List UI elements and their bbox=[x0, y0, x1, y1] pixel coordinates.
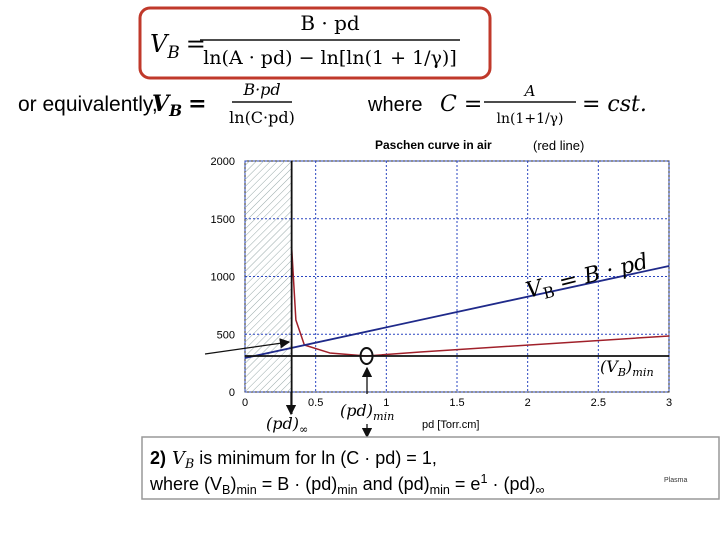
sym: B bbox=[184, 456, 194, 471]
sym: V bbox=[150, 30, 170, 58]
sym: 2) bbox=[150, 448, 166, 468]
x-tick-label: 2 bbox=[525, 397, 531, 409]
denominator: ln(C·pd) bbox=[229, 108, 295, 127]
sym: ) bbox=[625, 357, 632, 376]
sym: ∞ bbox=[299, 423, 308, 436]
y-tick-label: 2000 bbox=[211, 156, 235, 168]
sym: · (pd) bbox=[487, 474, 535, 494]
vb-min-annotation: (VB)min bbox=[600, 357, 654, 379]
where: where bbox=[367, 94, 422, 116]
sym: B bbox=[166, 42, 179, 62]
sym: min bbox=[236, 483, 256, 497]
sym: (pd) bbox=[340, 401, 373, 420]
pd-inf-annotation: (pd)∞ bbox=[266, 414, 308, 436]
plot: 0 500 1000 1500 2000 0 0.5 1 1.5 2 2.5 3 bbox=[211, 156, 672, 414]
chart-title: Paschen curve in air bbox=[375, 138, 492, 152]
footer: Plasma bbox=[664, 477, 687, 484]
sym: where (V bbox=[149, 474, 222, 494]
c-rhs: = cst. bbox=[582, 92, 647, 117]
sym: B bbox=[168, 102, 182, 120]
sym: 1 bbox=[480, 472, 487, 486]
formula-lhs: VB = bbox=[152, 91, 207, 120]
arrows bbox=[204, 338, 373, 439]
x-tick-label: 2.5 bbox=[591, 397, 606, 409]
sym: min bbox=[632, 366, 653, 379]
sym: = bbox=[188, 91, 206, 117]
conclusion-line: 2) VB is minimum for ln (C · pd) = 1, bbox=[150, 448, 437, 471]
series-line bbox=[290, 247, 670, 357]
numerator: B·pd bbox=[242, 80, 280, 99]
pd-min-annotation: (pd)min bbox=[340, 401, 394, 423]
sym: = bbox=[186, 30, 206, 58]
y-tick-label: 1000 bbox=[211, 272, 235, 284]
sym: B bbox=[222, 483, 230, 497]
series-line bbox=[244, 265, 670, 359]
sym: B bbox=[617, 366, 626, 379]
lead: or equivalently, bbox=[18, 93, 158, 116]
denominator: ln(A · pd) − ln[ln(1 + 1/γ)] bbox=[203, 47, 457, 69]
chart-subtitle: (red line) bbox=[533, 138, 584, 153]
formula-lhs: VB = bbox=[150, 30, 206, 62]
sym: = B · (pd) bbox=[257, 474, 338, 494]
arrow bbox=[204, 338, 291, 355]
conclusion-line: where (VB)min = B · (pd)min and (pd)min … bbox=[149, 472, 544, 497]
x-tick-label: 3 bbox=[666, 397, 672, 409]
sym: min bbox=[337, 483, 357, 497]
sym: is minimum for ln (C · pd) = 1, bbox=[194, 448, 437, 468]
sym: ) bbox=[230, 474, 236, 494]
y-tick-label: 0 bbox=[229, 387, 235, 399]
sym: ∞ bbox=[535, 483, 544, 497]
sym: = e bbox=[450, 474, 481, 494]
formula-box bbox=[138, 6, 492, 80]
sym: B bbox=[541, 283, 556, 303]
minimum-marker bbox=[359, 346, 374, 365]
x-tick-label: 1.5 bbox=[449, 397, 464, 409]
y-tick-label: 1500 bbox=[211, 214, 235, 226]
x-tick-label: 1 bbox=[383, 397, 389, 409]
x-tick-label: 0 bbox=[242, 397, 248, 409]
conclusion-box bbox=[141, 436, 720, 500]
sym: min bbox=[430, 483, 450, 497]
numerator: A bbox=[523, 82, 536, 100]
x-axis-label: pd [Torr.cm] bbox=[422, 419, 479, 431]
sym: V bbox=[172, 448, 187, 469]
sym: and (pd) bbox=[358, 474, 430, 494]
denominator: ln(1+1/γ) bbox=[496, 111, 563, 127]
sym: (pd) bbox=[266, 414, 299, 433]
sym: (V bbox=[600, 357, 619, 376]
numerator: B · pd bbox=[300, 11, 360, 35]
x-tick-label: 0.5 bbox=[308, 397, 323, 409]
sym: V bbox=[152, 91, 171, 117]
sym: min bbox=[373, 410, 394, 423]
c-lhs: C = bbox=[440, 92, 482, 117]
y-tick-label: 500 bbox=[217, 329, 235, 341]
